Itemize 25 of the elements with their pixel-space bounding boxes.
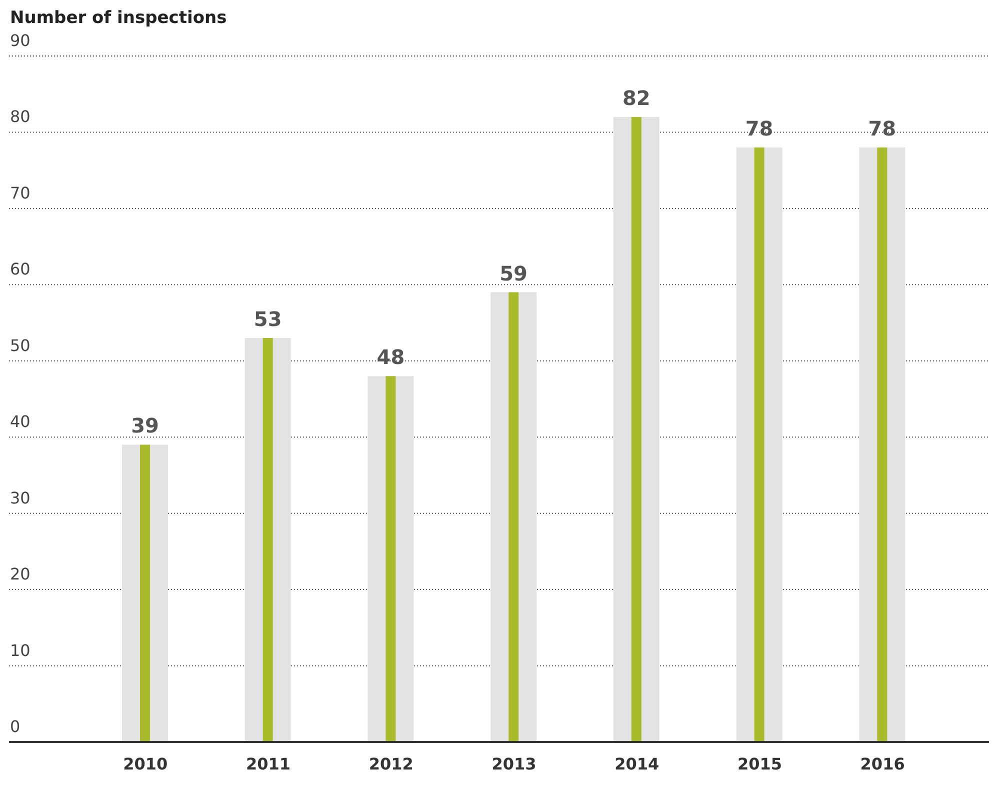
- y-tick-label: 0: [10, 717, 20, 736]
- y-tick-label: 50: [10, 336, 30, 355]
- x-tick-label: 2010: [123, 754, 168, 774]
- y-tick-label: 10: [10, 640, 30, 660]
- y-tick-label: 60: [10, 260, 30, 279]
- y-axis-title: Number of inspections: [9, 8, 228, 30]
- data-label: 78: [868, 116, 896, 140]
- x-tick-label: 2013: [492, 754, 536, 774]
- data-label: 48: [376, 345, 405, 370]
- data-label: 82: [622, 86, 650, 110]
- data-label: 39: [131, 414, 159, 438]
- x-tick-label: 2016: [860, 754, 905, 774]
- y-tick-label: 40: [10, 412, 30, 432]
- data-label: 53: [254, 307, 282, 332]
- x-tick-label: 2011: [246, 754, 291, 774]
- y-tick-label: 30: [10, 488, 30, 508]
- data-label: 59: [500, 261, 528, 286]
- y-tick-label: 70: [10, 183, 30, 202]
- y-tick-label: 20: [10, 564, 30, 584]
- x-tick-label: 2014: [614, 754, 660, 774]
- data-label: 78: [745, 116, 774, 140]
- x-tick-label: 2012: [368, 754, 414, 774]
- y-tick-label: 90: [10, 31, 30, 50]
- x-tick-label: 2015: [737, 754, 782, 774]
- y-tick-label: 80: [10, 107, 30, 126]
